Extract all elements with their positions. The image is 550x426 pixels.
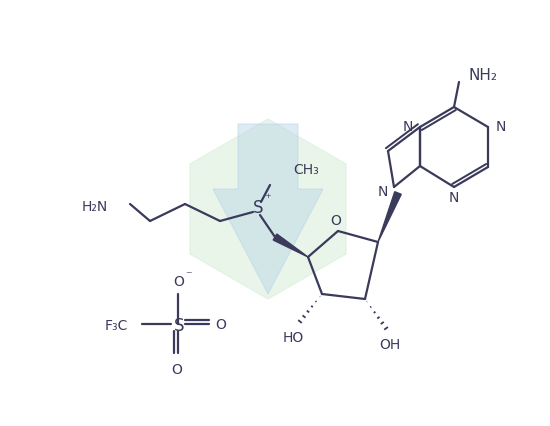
Text: O: O: [174, 274, 184, 288]
Text: N: N: [403, 120, 413, 134]
Text: O: O: [331, 213, 342, 227]
Text: N: N: [496, 120, 507, 134]
Text: F₃C: F₃C: [104, 318, 128, 332]
Polygon shape: [378, 192, 402, 242]
Polygon shape: [213, 125, 323, 294]
Text: NH₂: NH₂: [468, 68, 497, 83]
Text: ⁺: ⁺: [263, 192, 270, 205]
Text: N: N: [378, 184, 388, 199]
Text: OH: OH: [379, 337, 400, 351]
Text: O: O: [216, 317, 227, 331]
Text: S: S: [253, 199, 263, 216]
Text: S: S: [174, 316, 184, 334]
Polygon shape: [190, 120, 346, 299]
Text: N: N: [449, 190, 459, 204]
Text: ⁻: ⁻: [185, 269, 191, 282]
Text: H₂N: H₂N: [82, 199, 108, 213]
Text: HO: HO: [282, 330, 304, 344]
Polygon shape: [273, 234, 308, 257]
Text: CH₃: CH₃: [293, 163, 319, 177]
Text: O: O: [172, 362, 183, 376]
